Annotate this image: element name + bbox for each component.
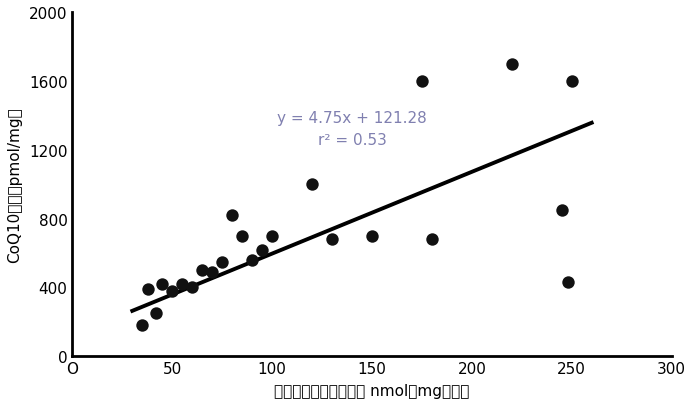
- Point: [556, 207, 568, 214]
- Point: [227, 212, 238, 219]
- Y-axis label: CoQ10濃度（pmol/mg）: CoQ10濃度（pmol/mg）: [7, 107, 22, 262]
- Point: [186, 284, 198, 291]
- Point: [416, 78, 428, 85]
- Point: [197, 267, 208, 274]
- Point: [167, 288, 178, 294]
- Point: [566, 78, 577, 85]
- Point: [143, 286, 154, 293]
- Point: [367, 233, 378, 239]
- Point: [207, 269, 218, 275]
- Point: [506, 61, 517, 68]
- Point: [137, 322, 148, 329]
- Point: [306, 181, 317, 188]
- Point: [326, 237, 337, 243]
- Point: [426, 237, 437, 243]
- Point: [150, 310, 161, 317]
- Point: [256, 247, 267, 253]
- Point: [236, 233, 247, 239]
- X-axis label: クエン酸合成酵素活性 nmol（mg・分）: クエン酸合成酵素活性 nmol（mg・分）: [274, 383, 470, 398]
- Point: [157, 281, 168, 288]
- Point: [177, 281, 188, 288]
- Point: [267, 233, 278, 239]
- Point: [562, 279, 573, 286]
- Point: [217, 259, 228, 265]
- Point: [247, 257, 258, 263]
- Text: y = 4.75x + 121.28
r² = 0.53: y = 4.75x + 121.28 r² = 0.53: [277, 111, 427, 148]
